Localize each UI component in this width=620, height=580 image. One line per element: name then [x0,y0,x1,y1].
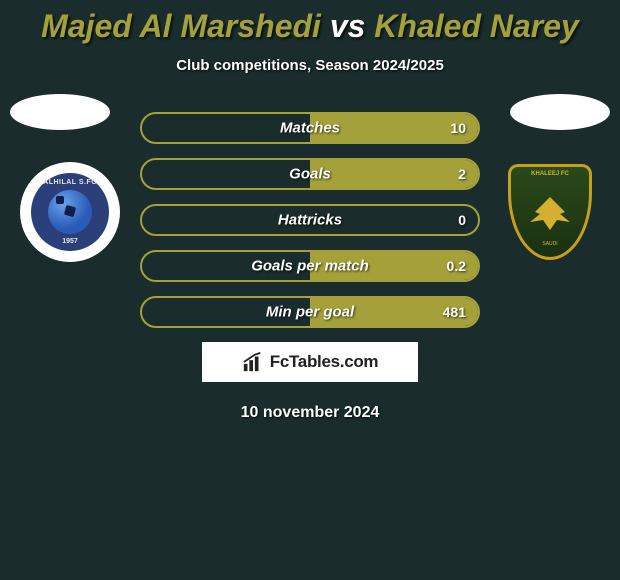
stat-label: Matches [142,120,478,137]
stat-value-right: 0.2 [447,258,466,274]
chart-icon [242,351,264,373]
player1-silhouette [10,94,110,130]
club2-subtext: SAUDI [542,241,557,247]
club2-shield: KHALEEJ FC SAUDI [508,164,592,260]
stat-row-goals: Goals 2 [140,158,480,190]
vs-text: vs [330,8,366,44]
club1-name: ALHILAL S.FC [43,179,97,186]
stats-list: Matches 10 Goals 2 Hattricks 0 [140,112,480,342]
club1-badge: ALHILAL S.FC 1957 [20,162,120,262]
stat-row-goals-per-match: Goals per match 0.2 [140,250,480,282]
eagle-icon [525,192,575,232]
subtitle: Club competitions, Season 2024/2025 [0,57,620,74]
stat-value-right: 2 [458,166,466,182]
brand-name: FcTables.com [270,352,379,372]
player1-name: Majed Al Marshedi [41,8,321,44]
stat-value-right: 0 [458,212,466,228]
club1-year: 1957 [62,238,78,245]
stat-label: Goals per match [142,258,478,275]
player2-silhouette [510,94,610,130]
stat-label: Goals [142,166,478,183]
stat-row-hattricks: Hattricks 0 [140,204,480,236]
comparison-card: Majed Al Marshedi vs Khaled Narey Club c… [0,0,620,422]
football-icon [48,190,92,234]
player2-name: Khaled Narey [374,8,579,44]
page-title: Majed Al Marshedi vs Khaled Narey [0,8,620,45]
club2-badge: KHALEEJ FC SAUDI [500,162,600,262]
stat-row-min-per-goal: Min per goal 481 [140,296,480,328]
brand-logo[interactable]: FcTables.com [202,342,418,382]
club2-name: KHALEEJ FC [531,171,569,177]
stat-row-matches: Matches 10 [140,112,480,144]
stat-value-right: 481 [443,304,466,320]
club1-badge-inner: ALHILAL S.FC 1957 [31,173,109,251]
comparison-area: ALHILAL S.FC 1957 KHALEEJ FC SAUDI [0,102,620,342]
stat-label: Hattricks [142,212,478,229]
stat-value-right: 10 [450,120,466,136]
stat-label: Min per goal [142,304,478,321]
date-text: 10 november 2024 [0,404,620,422]
